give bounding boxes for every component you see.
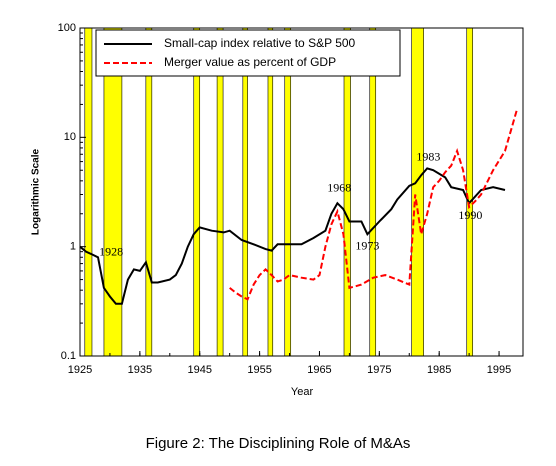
y-tick-label: 10 bbox=[64, 131, 76, 143]
y-axis-label: Logarithmic Scale bbox=[31, 148, 42, 235]
recession-band bbox=[103, 27, 123, 357]
x-tick-label: 1995 bbox=[487, 364, 511, 376]
x-tick-label: 1975 bbox=[367, 364, 391, 376]
x-tick-label: 1945 bbox=[187, 364, 211, 376]
annotation: 1968 bbox=[327, 180, 351, 194]
recession-band bbox=[369, 27, 377, 357]
y-tick-label: 100 bbox=[58, 22, 76, 34]
recession-band bbox=[267, 27, 274, 357]
recession-band bbox=[466, 27, 474, 357]
legend-label: Merger value as percent of GDP bbox=[164, 55, 336, 69]
series-line bbox=[229, 109, 518, 301]
recession-band bbox=[145, 27, 153, 357]
recession-band bbox=[193, 27, 201, 357]
x-tick-label: 1955 bbox=[247, 364, 271, 376]
y-tick-label: 1 bbox=[70, 241, 76, 253]
recession-band bbox=[411, 27, 424, 357]
annotation: 1973 bbox=[355, 238, 379, 252]
x-axis-label: Year bbox=[291, 386, 314, 398]
x-tick-label: 1985 bbox=[427, 364, 451, 376]
x-tick-label: 1935 bbox=[128, 364, 152, 376]
legend-label: Small-cap index relative to S&P 500 bbox=[164, 36, 356, 50]
annotation: 1990 bbox=[458, 208, 482, 222]
caption: Figure 2: The Disciplining Role of M&As bbox=[146, 435, 411, 452]
recession-band bbox=[216, 27, 224, 357]
series-line bbox=[79, 167, 506, 305]
annotation: 1928 bbox=[99, 244, 123, 258]
legend-box bbox=[95, 29, 401, 77]
y-tick-label: 0.1 bbox=[61, 350, 76, 362]
recession-band bbox=[284, 27, 292, 357]
annotation: 1983 bbox=[416, 150, 440, 164]
plot-frame bbox=[79, 27, 524, 357]
x-tick-label: 1925 bbox=[68, 364, 92, 376]
recession-band bbox=[84, 27, 93, 357]
recession-band bbox=[242, 27, 248, 357]
x-tick-label: 1965 bbox=[307, 364, 331, 376]
